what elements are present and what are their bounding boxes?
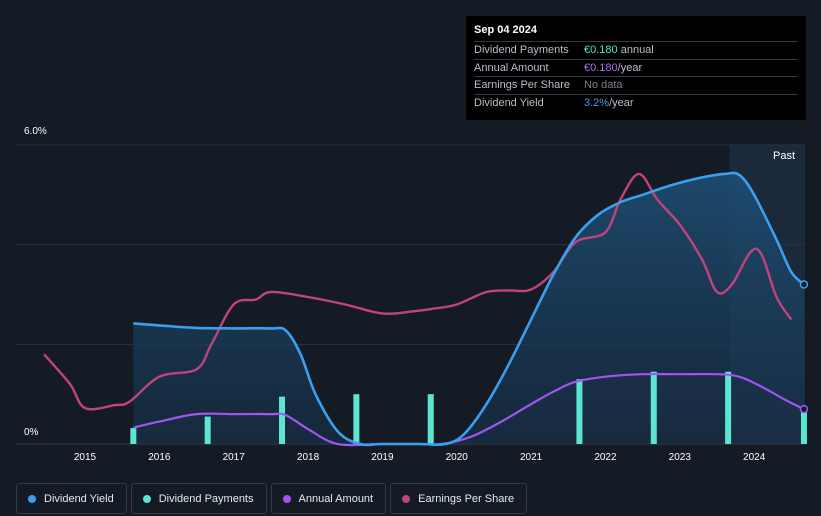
annual-amount-line: [133, 372, 805, 447]
dividend-payment-bar-7: [725, 371, 732, 444]
annual-amount-end-marker: [799, 404, 809, 414]
tooltip-row-value: No data: [584, 79, 623, 92]
x-tick-label: 2021: [519, 452, 543, 463]
past-region-label: Past: [773, 150, 796, 162]
legend-dot-icon: [282, 494, 291, 503]
y-axis-min-label: 0%: [24, 427, 39, 438]
tooltip-rows: Dividend Payments €0.180 annual Annual Amo…: [474, 41, 798, 111]
y-axis-max-label: 6.0%: [24, 126, 47, 137]
tooltip-row-value: €0.180: [584, 44, 618, 57]
dividend-payment-bar-0: [130, 428, 137, 444]
tooltip-row-label: Annual Amount: [474, 61, 549, 74]
tooltip-row-label: Dividend Yield: [474, 96, 544, 109]
x-tick-label: 2018: [296, 452, 320, 463]
legend-dot-icon: [28, 494, 36, 503]
annual-amount-area: [133, 374, 805, 446]
dividend-yield-end-marker: [799, 280, 809, 289]
tooltip-row: Dividend Yield 3.2%/year: [474, 93, 798, 112]
data-tooltip: Sep 04 2024 Dividend Payments €0.180 annu…: [466, 16, 806, 120]
tooltip-row-value: 3.2%: [584, 96, 610, 109]
earnings-per-share-line: [43, 172, 793, 411]
tooltip-row-label: Earnings Per Share: [474, 79, 570, 92]
legend-item-annual-amount[interactable]: Annual Amount: [270, 483, 387, 514]
tooltip-row: Earnings Per Share No data: [474, 76, 798, 94]
dividend-payment-bar-2: [279, 396, 286, 444]
x-tick-label: 2017: [222, 452, 245, 463]
dividend-payment-bar-5: [576, 379, 583, 444]
legend-item-earnings-per-share[interactable]: Earnings Per Share: [390, 483, 528, 514]
tooltip-row-unit: /year: [617, 61, 643, 74]
legend-dot-icon: [142, 494, 151, 503]
x-tick-label: 2022: [594, 452, 617, 463]
legend-label: Dividend Payments: [158, 492, 254, 505]
tooltip-row-unit: /year: [609, 96, 634, 109]
tooltip-row-unit: annual: [617, 44, 654, 57]
tooltip-date: Sep 04 2024: [474, 24, 537, 36]
dividend-payment-bar-6: [650, 371, 657, 444]
legend-label: Annual Amount: [298, 492, 374, 505]
x-tick-label: 2024: [743, 452, 766, 463]
tooltip-row: Dividend Payments €0.180 annual: [474, 41, 798, 59]
dividend-payment-bar-1: [204, 416, 211, 444]
tooltip-row: Annual Amount €0.180/year: [474, 58, 798, 77]
legend-label: Earnings Per Share: [418, 492, 515, 505]
dividend-payment-bar-3: [353, 394, 360, 444]
x-tick-label: 2016: [148, 452, 171, 463]
legend-item-dividend-payments[interactable]: Dividend Payments: [130, 483, 267, 514]
legend-dot-icon: [402, 494, 411, 503]
legend-label: Dividend Yield: [44, 492, 114, 505]
chart-legend: Dividend Yield Dividend Payments Annual Am…: [16, 483, 528, 514]
dividend-payment-bar-4: [427, 394, 434, 444]
dividend-yield-line: [133, 171, 805, 447]
legend-item-dividend-yield[interactable]: Dividend Yield: [16, 483, 127, 514]
x-tick-label: 2020: [445, 452, 468, 463]
dividend-payment-bar-8: [800, 409, 807, 444]
tooltip-row-label: Dividend Payments: [474, 44, 569, 57]
x-tick-label: 2023: [668, 452, 691, 463]
tooltip-row-value: €0.180: [584, 61, 618, 74]
x-tick-label: 2015: [73, 452, 97, 463]
x-tick-label: 2019: [371, 452, 394, 463]
